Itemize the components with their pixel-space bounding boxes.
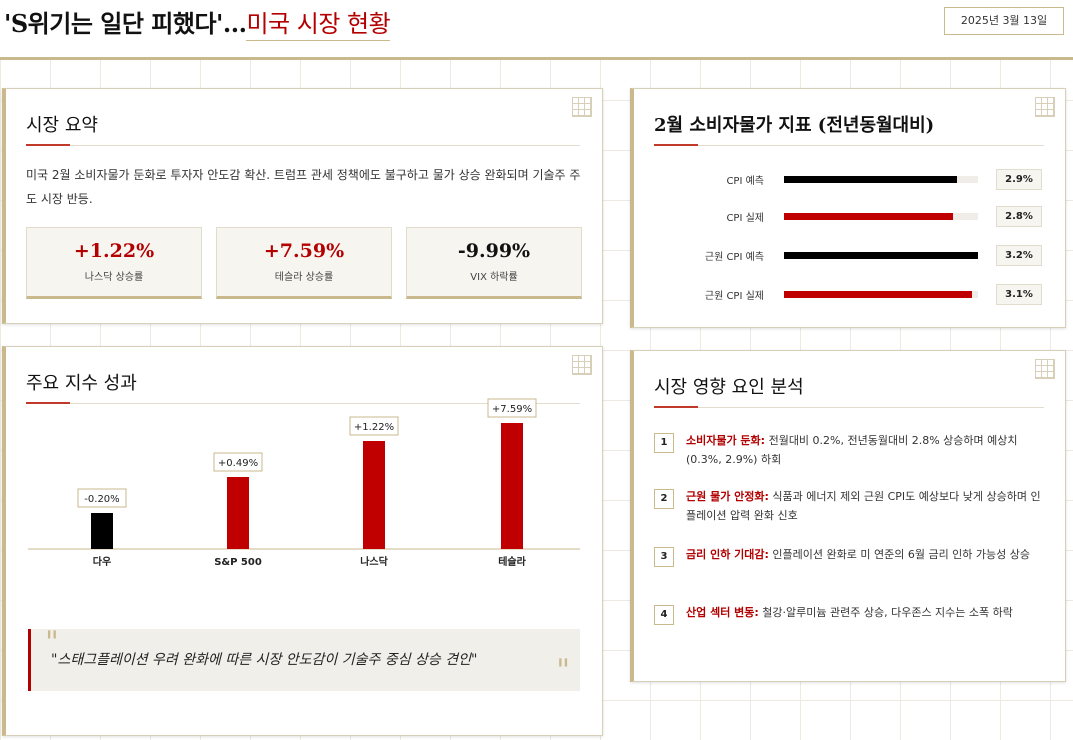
indices-title: 주요 지수 성과 [26, 373, 137, 394]
grid-corner-icon [572, 97, 592, 117]
stat-label: VIX 하락률 [470, 272, 518, 283]
quote-box: " "스태그플레이션 우려 완화에 따른 시장 안도감이 기술주 중심 상승 견… [28, 625, 580, 691]
page-title-accent: 미국 시장 현황 [246, 10, 391, 41]
factor-head: 근원 물가 안정화: [686, 490, 769, 503]
cpi-bar-fill [784, 213, 953, 220]
page-header: 'S위기는 일단 피했다'...미국 시장 현황 2025년 3월 13일 [0, 0, 1073, 60]
grid-corner-icon [1035, 359, 1055, 379]
cpi-bar-fill [784, 252, 978, 259]
stat-value: +7.59% [263, 240, 345, 262]
cpi-title: 2월 소비자물가 지표 (전년동월대비) [654, 115, 935, 136]
factor-text: 소비자물가 둔화: 전월대비 0.2%, 전년동월대비 2.8% 상승하며 예상… [686, 431, 1041, 469]
cpi-bar-track [784, 291, 978, 298]
cpi-bar-track [784, 213, 978, 220]
category-label: S&P 500 [214, 557, 262, 568]
cpi-row-value: 2.9% [996, 169, 1042, 190]
factors-card: 시장 영향 요인 분석 1 소비자물가 둔화: 전월대비 0.2%, 전년동월대… [630, 350, 1066, 682]
factor-body: 식품과 에너지 제외 근원 CPI도 예상보다 낮게 상승하며 인플레이션 압력… [686, 490, 1041, 522]
stat-tesla: +7.59% 테슬라 상승률 [216, 227, 392, 299]
cpi-row-value: 3.2% [996, 245, 1042, 266]
cpi-bar-fill [784, 291, 973, 298]
page-title: 'S위기는 일단 피했다'...미국 시장 현황 [4, 4, 391, 41]
open-quote-icon: " [45, 625, 59, 660]
category-label: 테슬라 [498, 555, 526, 568]
bar-1 [227, 477, 249, 549]
stat-nasdaq: +1.22% 나스닥 상승률 [26, 227, 202, 299]
bar-value-label: +7.59% [492, 404, 532, 415]
factor-body: 전월대비 0.2%, 전년동월대비 2.8% 상승하며 예상치(0.3%, 2.… [686, 434, 1018, 466]
cpi-bar-fill [784, 176, 957, 183]
bar-2 [363, 441, 385, 549]
factor-number: 2 [654, 489, 674, 509]
bar-value-label: -0.20% [84, 494, 119, 505]
factor-number: 3 [654, 547, 674, 567]
stat-value: -9.99% [457, 240, 531, 262]
cpi-bar-track [784, 252, 978, 259]
close-quote-icon: " [556, 653, 570, 688]
cpi-row: 근원 CPI 예측 3.2% [634, 245, 1064, 267]
market-summary-card: 시장 요약 미국 2월 소비자물가 둔화로 투자자 안도감 확산. 트럼프 관세… [2, 88, 603, 324]
page-title-prefix: 'S위기는 일단 피했다'... [4, 9, 247, 38]
cpi-row-label: 근원 CPI 실제 [704, 291, 764, 302]
title-rule [654, 144, 1044, 146]
factors-title: 시장 영향 요인 분석 [654, 377, 804, 398]
title-rule [654, 406, 1044, 408]
stat-vix: -9.99% VIX 하락률 [406, 227, 582, 299]
category-label: 다우 [93, 555, 111, 568]
bar-0 [91, 513, 113, 549]
bar-label-box [349, 416, 399, 436]
factor-head: 금리 인하 기대감: [686, 548, 769, 561]
factor-text: 산업 섹터 변동: 철강·알루미늄 관련주 상승, 다우존스 지수는 소폭 하락 [686, 603, 1041, 622]
cpi-row-label: 근원 CPI 예측 [704, 252, 764, 263]
index-bar-chart: -0.20% 다우 +0.49% S&P 500 +1.22% 나스닥 +7.59% 테슬라 [28, 398, 580, 568]
bar-value-label: +1.22% [354, 422, 394, 433]
cpi-row: CPI 실제 2.8% [634, 206, 1064, 228]
title-rule [26, 144, 580, 146]
quote-text: "스태그플레이션 우려 완화에 따른 시장 안도감이 기술주 중심 상승 견인" [51, 652, 478, 668]
factor-number: 4 [654, 605, 674, 625]
bar-3 [501, 423, 523, 549]
factor-body: 철강·알루미늄 관련주 상승, 다우존스 지수는 소폭 하락 [758, 606, 1013, 619]
title-rule [26, 402, 580, 404]
cpi-row: 근원 CPI 실제 3.1% [634, 284, 1064, 306]
bar-label-box [487, 398, 537, 418]
market-summary-title: 시장 요약 [26, 115, 98, 136]
bar-label-box [213, 452, 263, 472]
category-label: 나스닥 [360, 555, 388, 568]
cpi-row-value: 3.1% [996, 284, 1042, 305]
bar-label-box [77, 488, 127, 508]
cpi-bar-track [784, 176, 978, 183]
factor-head: 산업 섹터 변동: [686, 606, 759, 619]
factor-text: 금리 인하 기대감: 인플레이션 완화로 미 연준의 6월 금리 인하 가능성 … [686, 545, 1041, 564]
cpi-row-label: CPI 실제 [726, 213, 764, 224]
factor-number: 1 [654, 433, 674, 453]
cpi-row-value: 2.8% [996, 206, 1042, 227]
cpi-row-label: CPI 예측 [726, 176, 764, 187]
stat-label: 테슬라 상승률 [274, 272, 334, 283]
bar-value-label: +0.49% [218, 458, 258, 469]
factor-head: 소비자물가 둔화: [686, 434, 766, 447]
factor-body: 인플레이션 완화로 미 연준의 6월 금리 인하 가능성 상승 [768, 548, 1031, 561]
grid-corner-icon [572, 355, 592, 375]
factor-text: 근원 물가 안정화: 식품과 에너지 제외 근원 CPI도 예상보다 낮게 상승… [686, 487, 1041, 525]
date-badge: 2025년 3월 13일 [944, 7, 1064, 35]
stat-value: +1.22% [73, 240, 155, 262]
market-summary-text: 미국 2월 소비자물가 둔화로 투자자 안도감 확산. 트럼프 관세 정책에도 … [26, 168, 581, 206]
stat-label: 나스닥 상승률 [84, 272, 144, 283]
indices-card: 주요 지수 성과 -0.20% 다우 +0.49% S&P 500 +1.22% 나스닥 +… [2, 346, 603, 736]
grid-corner-icon [1035, 97, 1055, 117]
cpi-card: 2월 소비자물가 지표 (전년동월대비) CPI 예측 2.9% CPI 실제 … [630, 88, 1066, 328]
cpi-row: CPI 예측 2.9% [634, 169, 1064, 191]
